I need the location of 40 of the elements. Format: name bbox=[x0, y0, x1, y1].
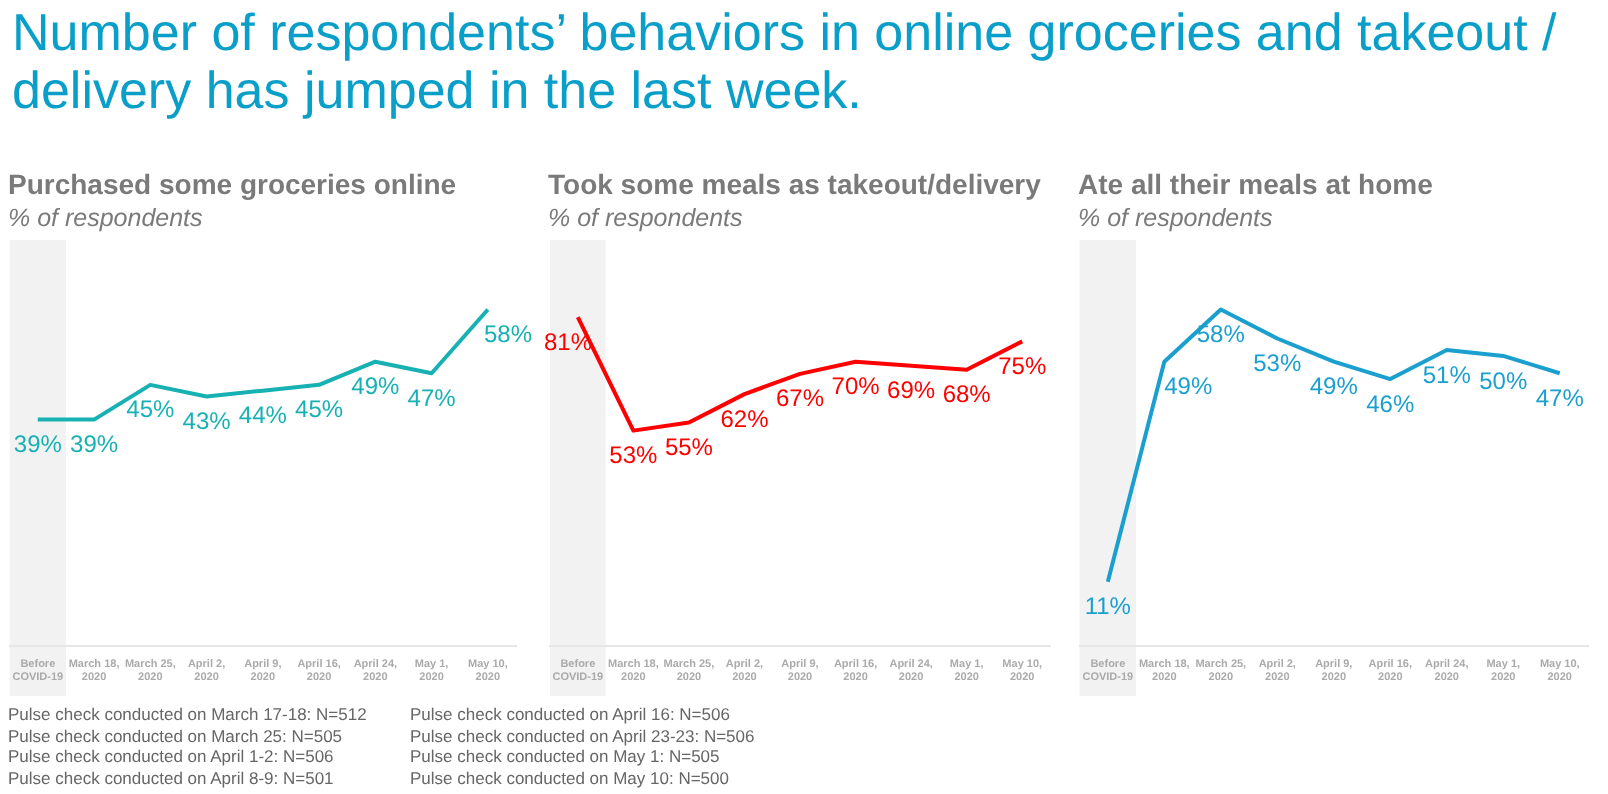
data-label: 68% bbox=[942, 380, 992, 409]
text: Pulse check conducted on April 23-23: N=506 bbox=[410, 725, 755, 746]
data-label: 47% bbox=[1535, 383, 1585, 412]
text: Pulse check conducted on April 8-9: N=501 bbox=[8, 767, 336, 788]
data-label: 75% bbox=[998, 352, 1047, 381]
text: Pulse check conducted on March 25: N=505 bbox=[8, 725, 345, 746]
chart-title: Ate all their meals at home bbox=[1078, 168, 1435, 200]
data-label: 58% bbox=[483, 320, 533, 349]
text: Number of respondents’ behaviors in online groceries and takeout / delivery has jumped in the last week. bbox=[12, 2, 1559, 120]
data-label: 49% bbox=[1309, 372, 1359, 401]
data-label: 47% bbox=[407, 383, 457, 412]
data-label: 69% bbox=[887, 376, 936, 405]
data-label: 11% bbox=[1084, 592, 1132, 621]
data-label: 44% bbox=[238, 401, 288, 430]
chart-subtitle: % of respondents bbox=[8, 204, 205, 232]
data-label: 67% bbox=[775, 384, 825, 413]
chart-subtitle: % of respondents bbox=[548, 204, 745, 232]
chart-subtitle: % of respondents bbox=[1078, 204, 1275, 232]
data-label: 53% bbox=[609, 441, 659, 470]
data-label: 53% bbox=[1253, 349, 1302, 378]
data-label: 43% bbox=[182, 407, 232, 436]
data-label: 55% bbox=[664, 433, 714, 462]
chart-title: Purchased some groceries online bbox=[8, 168, 459, 200]
data-label: 46% bbox=[1366, 389, 1415, 418]
data-label: 62% bbox=[720, 404, 770, 433]
text: Pulse check conducted on May 1: N=505 bbox=[410, 746, 722, 767]
data-label: 50% bbox=[1479, 366, 1528, 395]
data-label: 49% bbox=[1164, 372, 1213, 401]
text: Pulse check conducted on May 10: N=500 bbox=[410, 767, 731, 788]
text: Pulse check conducted on March 17-18: N=512 bbox=[8, 704, 367, 725]
chart-title: Took some meals as takeout/delivery bbox=[548, 168, 1043, 200]
data-label: 49% bbox=[351, 372, 401, 401]
data-label: 51% bbox=[1422, 360, 1472, 389]
text: Pulse check conducted on April 16: N=506 bbox=[410, 704, 732, 725]
text: Pulse check conducted on April 1-2: N=506 bbox=[8, 746, 336, 767]
data-label: 39% bbox=[13, 430, 63, 459]
data-label: 70% bbox=[831, 372, 881, 401]
data-label: 45% bbox=[126, 395, 175, 424]
data-label: 45% bbox=[295, 395, 344, 424]
data-label: 39% bbox=[70, 430, 119, 459]
